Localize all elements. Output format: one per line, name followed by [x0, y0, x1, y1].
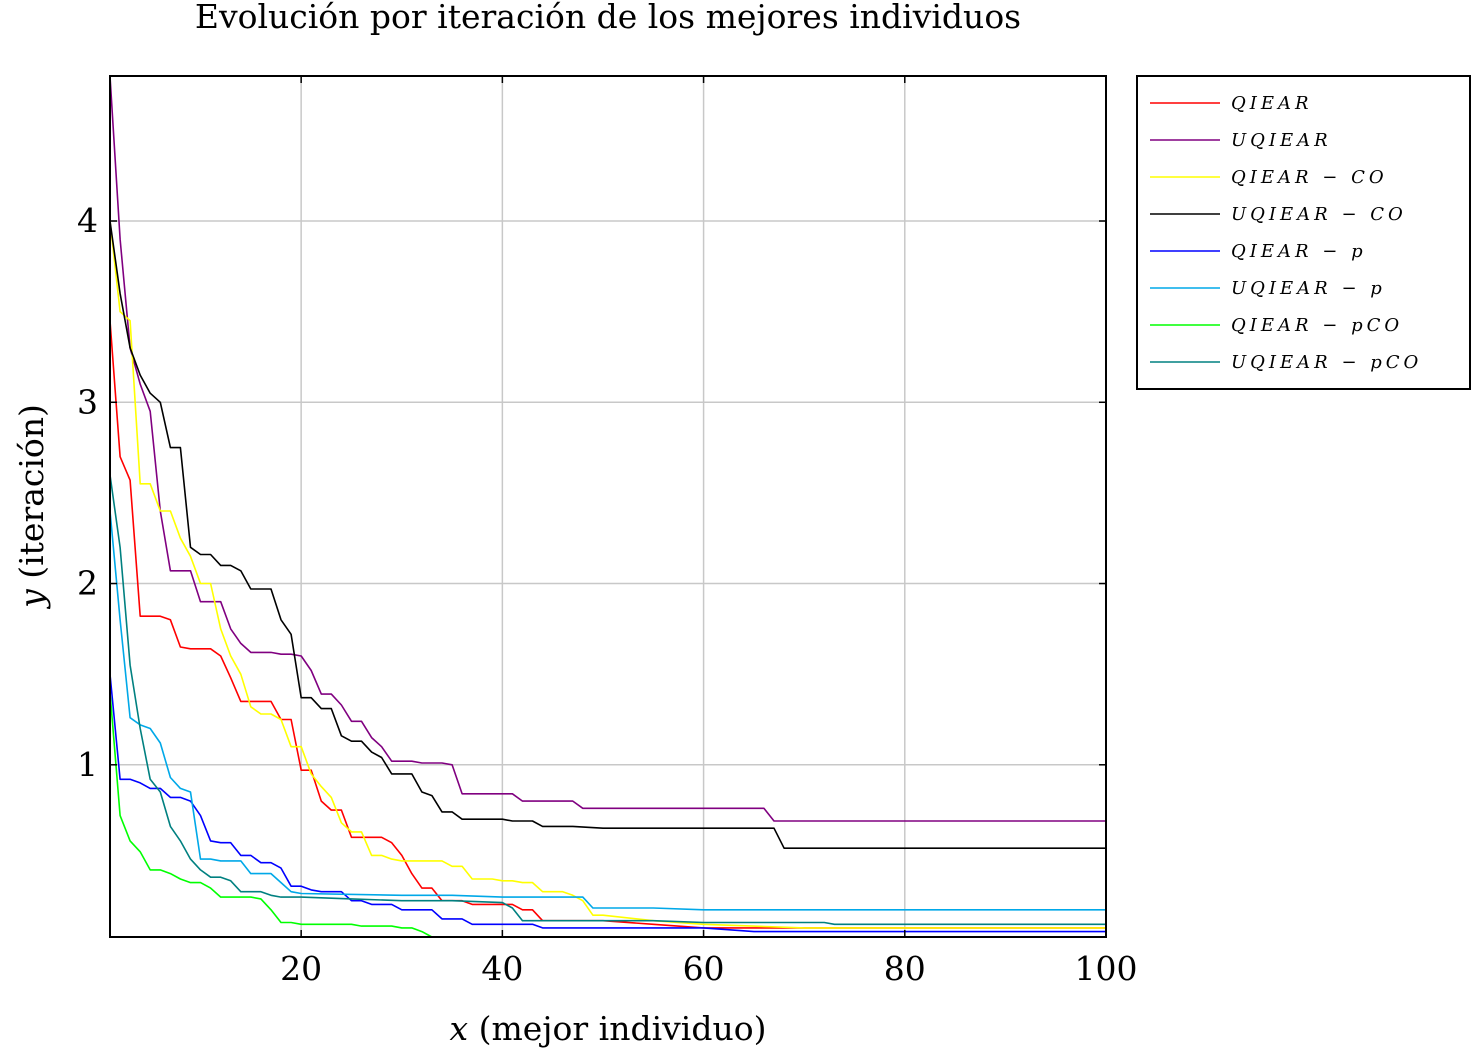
legend-label: UQIEAR − p: [1231, 278, 1386, 299]
chart-title: Evolución por iteración de los mejores i…: [195, 0, 1021, 36]
x-tick-label: 100: [1075, 949, 1138, 988]
legend-label: QIEAR − p: [1231, 241, 1367, 262]
series-line: [109, 692, 1106, 938]
plot-frame: [109, 75, 1107, 938]
x-tick-label: 40: [481, 949, 523, 988]
y-axis-label: y (iteración): [12, 404, 51, 610]
legend-label: UQIEAR − pCO: [1231, 352, 1422, 373]
legend-label: UQIEAR − CO: [1231, 204, 1407, 225]
x-tick-label: 60: [683, 949, 725, 988]
series-line: [109, 674, 1106, 933]
legend-label: QIEAR: [1231, 93, 1313, 114]
legend-label: UQIEAR: [1231, 130, 1332, 151]
series-line: [109, 220, 1106, 929]
series-lines: [109, 75, 1106, 938]
series-line: [109, 320, 1106, 929]
x-axis-label: x (mejor individuo): [450, 1009, 767, 1048]
y-tick-label: 2: [77, 564, 98, 603]
legend-label: QIEAR − pCO: [1231, 315, 1403, 336]
series-line: [109, 474, 1106, 926]
axis-ticks: 20 40 60 80 100 1 2 3 4: [77, 76, 1138, 988]
legend: QIEAR UQIEAR QIEAR − CO UQIEAR − CO QIEAR − …: [1136, 75, 1471, 390]
legend-label: QIEAR − CO: [1231, 167, 1388, 188]
series-line: [109, 220, 1106, 850]
legend-box: [1136, 75, 1471, 390]
x-tick-label: 20: [280, 949, 322, 988]
y-tick-label: 3: [77, 382, 98, 421]
legend-items: QIEAR UQIEAR QIEAR − CO UQIEAR − CO QIEAR − …: [1150, 93, 1422, 373]
y-tick-label: 4: [77, 201, 98, 240]
x-tick-label: 80: [884, 949, 926, 988]
y-tick-label: 1: [77, 745, 98, 784]
series-line: [109, 510, 1106, 911]
series-line: [109, 75, 1106, 822]
